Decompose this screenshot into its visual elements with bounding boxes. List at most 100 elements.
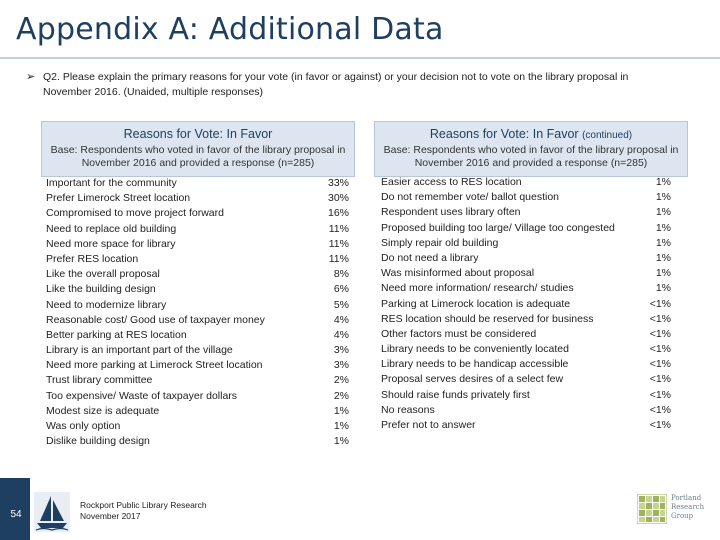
reason-label: Library needs to be conveniently located [381,343,569,356]
list-item: Modest size is adequate 1% [46,404,352,419]
grid-squares-icon [637,494,667,524]
reason-label: No reasons [381,403,435,416]
reason-percent: <1% [649,358,671,371]
reason-label: Easier access to RES location [381,176,522,188]
reason-percent: 2% [333,389,349,402]
footer-line-2: November 2017 [80,511,141,521]
list-item: Prefer not to answer <1% [381,418,671,433]
reason-label: Better parking at RES location [46,328,187,341]
reason-label: Important for the community [46,177,177,189]
brand-line-2: Research [671,503,705,511]
reason-label: Reasonable cost/ Good use of taxpayer mo… [46,313,265,326]
reason-percent: <1% [649,388,671,401]
list-item: Need more parking at Limerock Street loc… [46,358,352,373]
reason-label: Prefer Limerock Street location [46,192,191,205]
list-item: Reasonable cost/ Good use of taxpayer mo… [46,313,352,328]
list-item: Need to replace old building 11% [46,222,352,237]
reason-label: Prefer RES location [46,252,139,265]
brand-line-1: Portland [671,494,702,502]
reason-percent: 6% [333,283,349,296]
question-text: Q2. Please explain the primary reasons f… [43,71,629,98]
reason-label: Do not remember vote/ ballot question [381,191,560,204]
reason-percent: <1% [649,343,671,356]
page-number: 54 [10,509,22,520]
reason-percent: 4% [333,313,349,326]
reason-percent: 3% [333,344,349,357]
reason-percent: 1% [655,221,671,234]
reason-percent: 1% [655,251,671,264]
brand-logo: Portland Research Group [637,494,709,528]
reason-percent: 33% [327,177,349,189]
reason-percent: <1% [649,419,671,431]
right-panel-base: Base: Respondents who voted in favor of … [383,144,679,169]
reason-label: Parking at Limerock location is adequate [381,297,571,310]
reason-label: Do not need a library [381,251,479,264]
list-item: Need more space for library 11% [46,237,352,252]
page-number-strip [0,478,30,540]
reason-label: Should raise funds privately first [381,388,530,401]
reason-label: Need to replace old building [46,222,177,235]
list-item: Dislike building design 1% [46,434,352,449]
list-item: Was only option 1% [46,419,352,434]
list-item: Like the building design 6% [46,282,352,297]
list-item: Like the overall proposal 8% [46,267,352,282]
sailboat-icon [34,492,70,532]
reason-label: Dislike building design [46,435,150,448]
list-item: Easier access to RES location 1% [381,175,671,190]
footer-text: Rockport Public Library Research Novembe… [80,500,207,522]
reason-percent: 5% [333,298,349,311]
list-item: Other factors must be considered <1% [381,327,671,342]
reason-label: Compromised to move project forward [46,207,224,220]
reason-percent: 1% [333,435,349,448]
slide-title: Appendix A: Additional Data [16,12,444,47]
brand-line-3: Group [671,512,694,520]
reason-percent: <1% [649,297,671,310]
list-item: Compromised to move project forward 16% [46,206,352,221]
brand-name: Portland Research Group [671,494,711,521]
reason-percent: 11% [328,237,349,250]
list-item: Respondent uses library often 1% [381,205,671,220]
reason-percent: <1% [649,403,671,416]
reason-percent: 1% [655,267,671,280]
list-item: Should raise funds privately first <1% [381,388,671,403]
reason-label: Proposal serves desires of a select few [381,373,564,386]
list-item: Need to modernize library 5% [46,298,352,313]
reason-label: Like the overall proposal [46,268,160,281]
reason-label: Need more space for library [46,237,176,250]
list-item: Do not remember vote/ ballot question 1% [381,190,671,205]
reason-label: Respondent uses library often [381,206,521,219]
right-reasons-list: Easier access to RES location 1% Do not re… [381,175,671,433]
reason-percent: 1% [333,420,349,432]
reason-label: Trust library committee [46,374,153,387]
list-item: Library needs to be conveniently located… [381,342,671,357]
list-item: Prefer Limerock Street location 30% [46,191,352,206]
reason-label: Need more information/ research/ studies [381,282,574,295]
list-item: Parking at Limerock location is adequate… [381,297,671,312]
reason-label: Prefer not to answer [381,419,476,431]
reason-label: Need more parking at Limerock Street loc… [46,359,263,372]
list-item: Library needs to be handicap accessible <… [381,357,671,372]
list-item: Simply repair old building 1% [381,236,671,251]
reason-label: Modest size is adequate [46,404,160,417]
reason-label: Other factors must be considered [381,327,537,340]
footer-line-1: Rockport Public Library Research [80,500,207,510]
list-item: Proposed building too large/ Village too… [381,221,671,236]
reason-percent: 2% [333,374,349,387]
left-panel-header: Reasons for Vote: In Favor Base: Respond… [41,121,355,177]
reason-percent: 11% [328,252,349,265]
left-reasons-list: Important for the community 33% Prefer Lim… [46,176,352,449]
right-panel-title-wrap: Reasons for Vote: In Favor (continued) [375,127,687,141]
list-item: Important for the community 33% [46,176,352,191]
reason-label: RES location should be reserved for busi… [381,312,594,325]
reason-percent: 1% [655,176,671,188]
left-panel-title: Reasons for Vote: In Favor [123,127,273,141]
reason-label: Like the building design [46,283,156,296]
arrow-bullet-icon: ➢ [26,71,36,83]
right-panel-title-suffix: (continued) [582,130,633,141]
reason-label: Need to modernize library [46,298,167,311]
reason-label: Simply repair old building [381,236,499,249]
right-panel-title: Reasons for Vote: In Favor [429,127,579,141]
reason-percent: 30% [327,192,349,205]
reason-percent: 1% [655,206,671,219]
reason-percent: 11% [328,222,349,235]
